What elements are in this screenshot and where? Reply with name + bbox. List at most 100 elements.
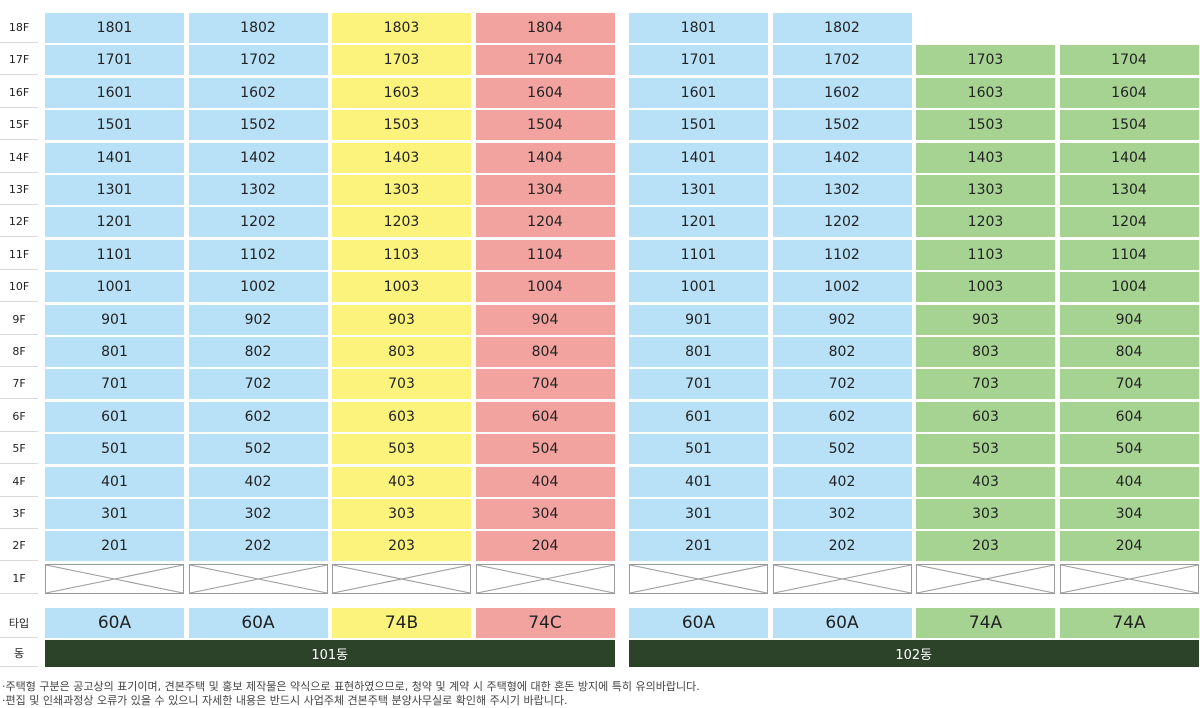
unit-cell: 401 bbox=[45, 466, 184, 497]
unit-cell: 501 bbox=[45, 434, 184, 465]
unit-cell: 1103 bbox=[332, 239, 471, 270]
unit-cell: 304 bbox=[1059, 499, 1199, 529]
unit-cell: 804 bbox=[475, 337, 615, 367]
unit-cell: 1703 bbox=[332, 45, 471, 76]
unit-cell: 1604 bbox=[475, 77, 615, 108]
unit-cell: 1101 bbox=[45, 239, 184, 270]
unit-cell: 602 bbox=[188, 401, 328, 432]
empty-floor-cell bbox=[916, 563, 1055, 594]
note-2: ·편집 및 인쇄과정상 오류가 있을 수 있으니 자세한 내용은 반드시 사업주… bbox=[2, 694, 568, 707]
unit-cell: 404 bbox=[475, 466, 615, 497]
unit-cell: 301 bbox=[45, 499, 184, 529]
unit-cell: 904 bbox=[475, 304, 615, 335]
unit-cell: 603 bbox=[332, 401, 471, 432]
unit-cell: 1401 bbox=[629, 142, 768, 173]
unit-cell: 804 bbox=[1059, 337, 1199, 367]
unit-cell: 1004 bbox=[475, 272, 615, 303]
building-row-label: 동 bbox=[0, 640, 38, 667]
floor-label: 1F bbox=[0, 564, 38, 594]
unit-cell: 402 bbox=[188, 466, 328, 497]
unit-cell: 1503 bbox=[332, 110, 471, 141]
floor-label: 2F bbox=[0, 531, 38, 562]
building-name-bar: 102동 bbox=[629, 640, 1199, 667]
unit-type-cell: 60A bbox=[772, 608, 912, 638]
unit-cell: 1603 bbox=[916, 77, 1055, 108]
unit-cell: 1803 bbox=[332, 13, 471, 43]
unit-cell: 204 bbox=[475, 531, 615, 562]
floor-label: 15F bbox=[0, 110, 38, 141]
unit-cell: 303 bbox=[916, 499, 1055, 529]
unit-cell: 1401 bbox=[45, 142, 184, 173]
unit-type-cell: 74B bbox=[332, 608, 471, 638]
unit-cell: 1004 bbox=[1059, 272, 1199, 303]
unit-cell: 801 bbox=[45, 337, 184, 367]
unit-cell: 702 bbox=[188, 369, 328, 400]
unit-cell: 1503 bbox=[916, 110, 1055, 141]
unit-cell: 1202 bbox=[772, 207, 912, 238]
unit-cell: 1103 bbox=[916, 239, 1055, 270]
empty-floor-cell bbox=[629, 563, 768, 594]
unit-cell: 1102 bbox=[188, 239, 328, 270]
empty-floor-cell bbox=[772, 563, 912, 594]
floor-label: 13F bbox=[0, 175, 38, 205]
unit-cell: 1801 bbox=[629, 13, 768, 43]
unit-cell: 1802 bbox=[188, 13, 328, 43]
unit-cell: 1102 bbox=[772, 239, 912, 270]
unit-cell: 1301 bbox=[45, 175, 184, 205]
unit-type-cell: 60A bbox=[629, 608, 768, 638]
unit-cell: 1201 bbox=[45, 207, 184, 238]
building-name-bar: 101동 bbox=[45, 640, 615, 667]
unit-cell: 1601 bbox=[629, 77, 768, 108]
type-row-label: 타입 bbox=[0, 608, 38, 638]
unit-cell: 802 bbox=[188, 337, 328, 367]
unit-cell: 1001 bbox=[45, 272, 184, 303]
unit-cell: 1502 bbox=[772, 110, 912, 141]
unit-cell: 703 bbox=[332, 369, 471, 400]
unit-cell: 901 bbox=[45, 304, 184, 335]
unit-cell: 1504 bbox=[1059, 110, 1199, 141]
unit-cell: 201 bbox=[45, 531, 184, 562]
unit-cell: 1602 bbox=[772, 77, 912, 108]
empty-floor-cell bbox=[332, 563, 471, 594]
unit-cell: 1701 bbox=[629, 45, 768, 76]
unit-type-cell: 74A bbox=[1059, 608, 1199, 638]
unit-cell: 1801 bbox=[45, 13, 184, 43]
floor-label: 5F bbox=[0, 434, 38, 465]
unit-cell: 202 bbox=[772, 531, 912, 562]
unit-cell: 502 bbox=[188, 434, 328, 465]
floor-label: 7F bbox=[0, 369, 38, 400]
floor-label: 14F bbox=[0, 143, 38, 173]
floor-label: 16F bbox=[0, 78, 38, 108]
unit-cell: 1501 bbox=[629, 110, 768, 141]
unit-cell: 401 bbox=[629, 466, 768, 497]
unit-cell: 503 bbox=[916, 434, 1055, 465]
unit-cell: 704 bbox=[475, 369, 615, 400]
unit-cell: 1302 bbox=[188, 175, 328, 205]
unit-cell: 503 bbox=[332, 434, 471, 465]
unit-cell: 1204 bbox=[475, 207, 615, 238]
unit-type-cell: 60A bbox=[188, 608, 328, 638]
unit-cell: 1204 bbox=[1059, 207, 1199, 238]
unit-cell: 903 bbox=[332, 304, 471, 335]
unit-cell: 304 bbox=[475, 499, 615, 529]
floor-label: 8F bbox=[0, 337, 38, 367]
unit-cell: 1502 bbox=[188, 110, 328, 141]
floor-label: 17F bbox=[0, 45, 38, 76]
unit-cell: 1704 bbox=[475, 45, 615, 76]
unit-cell: 702 bbox=[772, 369, 912, 400]
unit-cell: 1203 bbox=[332, 207, 471, 238]
unit-cell: 902 bbox=[188, 304, 328, 335]
unit-cell: 402 bbox=[772, 466, 912, 497]
unit-cell: 303 bbox=[332, 499, 471, 529]
unit-cell: 1101 bbox=[629, 239, 768, 270]
unit-cell: 203 bbox=[916, 531, 1055, 562]
unit-cell: 1001 bbox=[629, 272, 768, 303]
empty-floor-cell bbox=[188, 563, 328, 594]
unit-cell: 1601 bbox=[45, 77, 184, 108]
unit-cell: 603 bbox=[916, 401, 1055, 432]
unit-cell: 1203 bbox=[916, 207, 1055, 238]
unit-cell: 601 bbox=[45, 401, 184, 432]
floor-label: 4F bbox=[0, 467, 38, 497]
unit-cell: 501 bbox=[629, 434, 768, 465]
floor-label: 10F bbox=[0, 272, 38, 303]
